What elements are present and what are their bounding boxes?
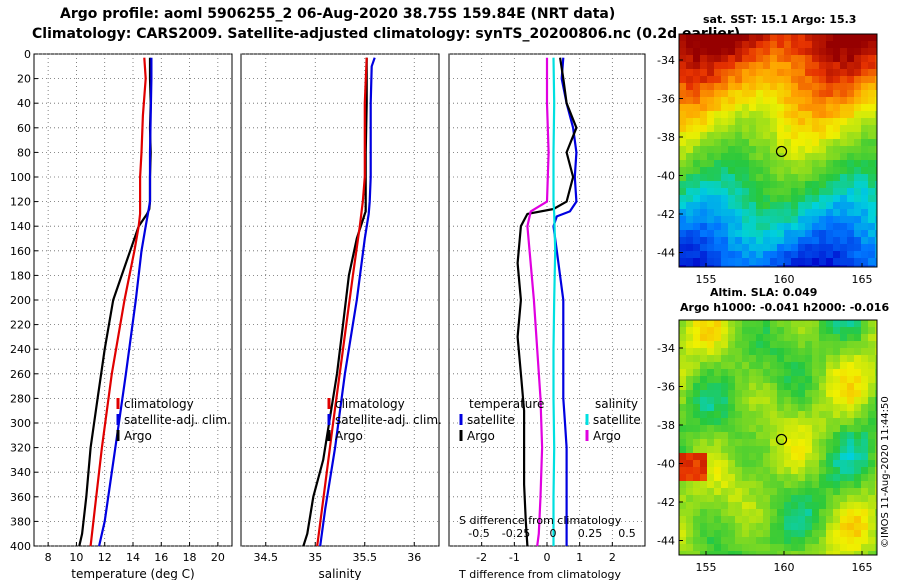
series-satellite-adj-clim- [319, 57, 376, 547]
legend3-sat-t-label: satellite [467, 413, 515, 427]
series-satellite-adj-clim- [98, 57, 153, 547]
sst-map-x-tick-label: 160 [774, 273, 795, 286]
sla-profile-marker [775, 433, 788, 446]
series-argo [78, 57, 152, 547]
x2-tick-label: 0 [550, 527, 557, 540]
y-tick-label: 20 [17, 73, 31, 86]
series-climatology [89, 57, 147, 547]
x-tick-label: 8 [45, 551, 52, 564]
y-tick-label: 260 [10, 368, 31, 381]
h-map-title: Argo h1000: -0.041 h2000: -0.016 [680, 301, 890, 314]
x-tick-label: 18 [183, 551, 197, 564]
sla-map-y-tick-label: -34 [657, 342, 675, 355]
legend3-temp-title: temperature [469, 397, 544, 411]
sst-map-x-tick-label: 165 [852, 273, 873, 286]
sla-map-y-tick-label: -42 [657, 496, 675, 509]
sla-map-y-tick-label: -40 [657, 458, 675, 471]
climatology-title: Climatology: CARS2009. Satellite-adjuste… [32, 26, 741, 42]
sst-map-y-tick-label: -34 [657, 54, 675, 67]
x-tick-label: 34.5 [254, 551, 279, 564]
y-tick-label: 0 [24, 48, 31, 61]
sla-map-y-tick-label: -38 [657, 419, 675, 432]
sla-map-x-tick-label: 155 [696, 561, 717, 574]
y-tick-label: 200 [10, 294, 31, 307]
sst-map-title: sat. SST: 15.1 Argo: 15.3 [703, 13, 857, 26]
series-climatology [316, 57, 368, 547]
sst-map-y-tick-label: -36 [657, 93, 675, 106]
y-tick-label: 120 [10, 196, 31, 209]
legend2-clim-label: climatology [335, 397, 405, 411]
x2-tick-label: -0.25 [502, 527, 530, 540]
sst-map-y-tick-label: -40 [657, 170, 675, 183]
series-temperature-argo [516, 57, 578, 547]
series-salinity-argo [526, 57, 550, 547]
x2-tick-label: 0.5 [618, 527, 636, 540]
sla-map-x-tick-label: 160 [774, 561, 795, 574]
y-tick-label: 360 [10, 491, 31, 504]
sla-map-frame [678, 319, 878, 556]
x-tick-label: 36 [407, 551, 421, 564]
y-tick-label: 80 [17, 146, 31, 159]
x-tick-label: 35 [308, 551, 322, 564]
x-tick-label: 12 [98, 551, 112, 564]
y-tick-label: 220 [10, 319, 31, 332]
legend-argo-label: Argo [124, 429, 152, 443]
sst-map-y-tick-label: -42 [657, 208, 675, 221]
x-tick-label: 1 [576, 551, 583, 564]
x-axis-label: temperature (deg C) [71, 567, 194, 580]
legend-sat-label: satellite-adj. clim. [124, 413, 231, 427]
sst-map-y-tick-label: -38 [657, 131, 675, 144]
x2-tick-label: 0.25 [578, 527, 603, 540]
y-tick-label: 160 [10, 245, 31, 258]
y-tick-label: 240 [10, 343, 31, 356]
legend3-sat-s-label: satellite [593, 413, 641, 427]
series-temperature-satellite [552, 57, 578, 546]
x-tick-label: 10 [69, 551, 83, 564]
y-tick-label: 40 [17, 97, 31, 110]
x-axis-label: salinity [318, 567, 361, 580]
sla-map-y-tick-label: -44 [657, 535, 675, 548]
x-tick-label: 14 [126, 551, 140, 564]
y-tick-label: 340 [10, 466, 31, 479]
sla-map-y-tick-label: -36 [657, 381, 675, 394]
x-axis-label: T difference from climatology [458, 568, 621, 580]
sst-map-frame [678, 33, 878, 268]
y-tick-label: 300 [10, 417, 31, 430]
legend3-argo-s-label: Argo [593, 429, 621, 443]
y-tick-label: 60 [17, 122, 31, 135]
legend3-sal-title: salinity [595, 397, 638, 411]
y-tick-label: 280 [10, 392, 31, 405]
x-tick-label: -2 [476, 551, 487, 564]
sla-map [679, 320, 877, 555]
y-tick-label: 100 [10, 171, 31, 184]
sla-map-title: Altim. SLA: 0.049 [710, 286, 818, 299]
profile-title: Argo profile: aoml 5906255_2 06-Aug-2020… [60, 6, 616, 22]
sst-map-y-tick-label: -44 [657, 247, 675, 260]
legend2-argo-label: Argo [335, 429, 363, 443]
legend2-sat-label: satellite-adj. clim. [335, 413, 442, 427]
y-tick-label: 320 [10, 442, 31, 455]
x-tick-label: 2 [609, 551, 616, 564]
x-tick-label: 0 [544, 551, 551, 564]
y-tick-label: 140 [10, 220, 31, 233]
sla-map-x-tick-label: 165 [852, 561, 873, 574]
sst-profile-marker [775, 145, 788, 158]
series-salinity-satellite [552, 57, 557, 546]
y-tick-label: 380 [10, 515, 31, 528]
y-tick-label: 180 [10, 269, 31, 282]
sst-map [679, 34, 877, 267]
y-tick-label: 400 [10, 540, 31, 553]
legend-clim-label: climatology [124, 397, 194, 411]
sst-map-x-tick-label: 155 [696, 273, 717, 286]
legend3-argo-t-label: Argo [467, 429, 495, 443]
x-tick-label: 16 [154, 551, 168, 564]
x2-tick-label: -0.5 [468, 527, 489, 540]
x2-axis-label: S difference from climatology [459, 514, 622, 527]
x-tick-label: 35.5 [353, 551, 378, 564]
x-tick-label: -1 [509, 551, 520, 564]
x-tick-label: 20 [211, 551, 225, 564]
